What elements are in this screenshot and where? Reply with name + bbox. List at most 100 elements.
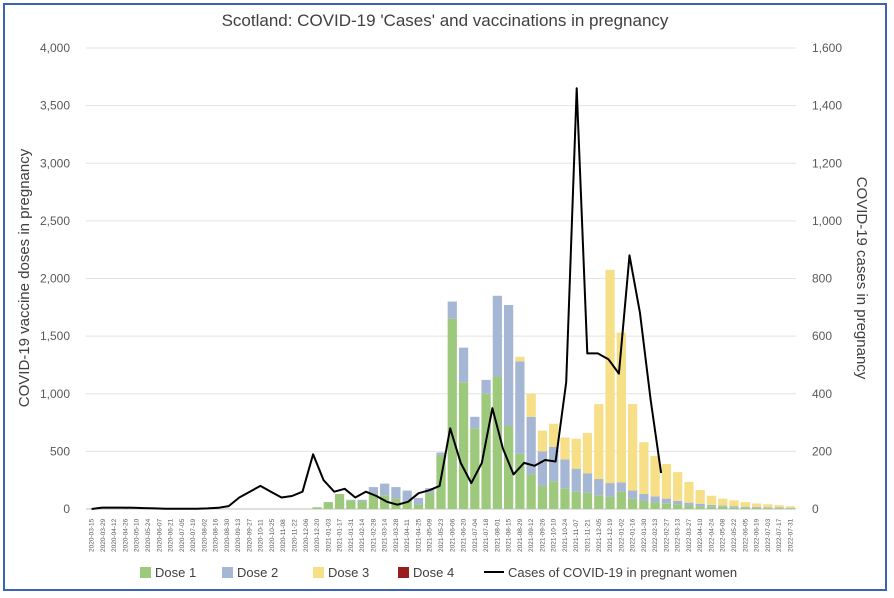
- bar-dose-2: [492, 295, 502, 377]
- x-tick-label: 2021-06-06: [449, 518, 456, 552]
- right-tick-label: 400: [812, 387, 832, 401]
- bar-dose-3: [740, 502, 750, 507]
- bar-dose-1: [447, 318, 457, 509]
- x-tick-label: 2021-12-19: [607, 518, 614, 552]
- bar-dose-2: [526, 416, 536, 475]
- x-tick-label: 2022-02-13: [652, 518, 659, 552]
- x-tick-label: 2020-09-13: [235, 518, 242, 552]
- bar-dose-1: [639, 500, 649, 509]
- x-tick-label: 2021-05-23: [438, 518, 445, 552]
- bar-dose-2: [346, 499, 356, 501]
- bar-dose-3: [774, 505, 784, 508]
- bar-dose-3: [594, 404, 604, 480]
- bar-dose-1: [560, 488, 570, 509]
- bar-dose-2: [661, 498, 672, 504]
- x-tick-label: 2021-04-25: [415, 518, 422, 552]
- bar-dose-3: [549, 423, 559, 447]
- bar-dose-1: [785, 508, 795, 509]
- x-tick-label: 2020-04-12: [111, 518, 118, 552]
- case-line: [91, 87, 663, 510]
- bar-dose-2: [447, 301, 457, 319]
- left-tick-label: 2,500: [40, 214, 70, 228]
- bar-dose-1: [458, 382, 469, 509]
- x-tick-label: 2020-03-29: [100, 518, 107, 552]
- x-tick-label: 2021-02-14: [359, 518, 366, 552]
- legend-swatch: [398, 567, 409, 578]
- bar-dose-3: [616, 332, 626, 483]
- x-tick-label: 2021-01-17: [337, 518, 344, 552]
- x-tick-label: 2021-10-24: [562, 518, 569, 552]
- x-tick-label: 2022-07-17: [776, 518, 783, 552]
- bar-dose-1: [740, 507, 750, 509]
- x-tick-label: 2020-08-30: [224, 518, 231, 552]
- x-tick-label: 2021-08-29: [517, 518, 524, 552]
- x-tick-label: 2022-05-22: [731, 518, 738, 552]
- bar-dose-3: [684, 481, 694, 503]
- bar-dose-3: [729, 500, 739, 507]
- left-tick-label: 1,500: [40, 329, 70, 343]
- bar-dose-1: [751, 507, 762, 509]
- x-tick-label: 2020-08-16: [213, 518, 220, 552]
- x-tick-label: 2021-06-20: [461, 518, 468, 552]
- bar-dose-2: [391, 487, 401, 499]
- bar-dose-1: [346, 500, 356, 509]
- x-tick-label: 2021-10-10: [551, 518, 558, 552]
- bar-dose-2: [560, 459, 570, 489]
- x-tick-label: 2020-11-08: [280, 519, 287, 552]
- legend-label: Dose 2: [237, 565, 278, 580]
- bar-dose-1: [515, 453, 525, 509]
- left-tick-label: 3,500: [40, 99, 70, 113]
- bar-dose-2: [729, 506, 739, 508]
- x-tick-label: 2022-01-02: [618, 518, 625, 552]
- bar-dose-1: [673, 504, 683, 509]
- x-tick-label: 2020-08-02: [201, 518, 208, 552]
- bar-dose-3: [526, 393, 536, 417]
- bar-dose-1: [413, 504, 424, 509]
- bar-dose-3: [785, 506, 795, 508]
- x-tick-label: 2021-03-28: [393, 518, 400, 552]
- left-tick-label: 0: [63, 502, 70, 516]
- x-tick-label: 2022-07-31: [787, 518, 794, 552]
- bar-dose-2: [605, 483, 615, 497]
- bar-dose-1: [718, 506, 728, 509]
- bar-dose-3: [605, 269, 615, 484]
- bar-dose-1: [312, 507, 322, 509]
- bar-dose-3: [718, 498, 728, 506]
- x-tick-label: 2021-07-18: [483, 518, 490, 552]
- x-tick-label: 2021-11-21: [585, 519, 592, 552]
- right-tick-label: 200: [812, 444, 832, 458]
- bar-dose-2: [594, 479, 604, 496]
- x-tick-label: 2022-01-30: [641, 518, 648, 552]
- x-tick-label: 2021-09-26: [539, 518, 546, 552]
- bar-dose-3: [582, 432, 593, 474]
- x-tick-label: 2020-10-11: [258, 519, 265, 552]
- legend-label: Dose 3: [328, 565, 369, 580]
- left-tick-label: 4,000: [40, 41, 70, 55]
- bar-dose-3: [639, 442, 649, 495]
- bar-dose-2: [684, 502, 694, 506]
- bar-dose-3: [650, 455, 660, 497]
- bar-dose-1: [492, 376, 502, 509]
- legend-swatch: [313, 567, 324, 578]
- bar-dose-1: [368, 494, 379, 509]
- chart-title: Scotland: COVID-19 'Cases' and vaccinati…: [222, 11, 669, 30]
- left-axis-ticks: 0 500 1,000 1,500 2,000 2,500 3,000 3,500 4,000: [40, 41, 70, 516]
- bar-dose-1: [650, 502, 660, 509]
- legend-swatch: [222, 567, 233, 578]
- right-tick-label: 0: [812, 502, 819, 516]
- x-tick-label: 2022-02-27: [663, 518, 670, 552]
- right-tick-label: 1,600: [812, 41, 842, 55]
- right-axis-ticks: 0 200 400 600 800 1,000 1,200 1,400 1,600: [812, 41, 842, 516]
- bar-dose-2: [413, 498, 424, 505]
- bar-dose-1: [323, 502, 333, 509]
- bar-dose-1: [627, 498, 638, 509]
- right-tick-label: 600: [812, 329, 832, 343]
- x-tick-label: 2022-06-19: [754, 518, 761, 552]
- x-tick-label: 2022-01-16: [630, 518, 637, 552]
- bar-dose-2: [751, 506, 762, 508]
- bar-dose-2: [380, 483, 390, 496]
- right-tick-label: 1,200: [812, 156, 842, 170]
- x-tick-label: 2020-04-26: [122, 518, 129, 552]
- right-tick-label: 1,400: [812, 99, 842, 113]
- bar-dose-1: [537, 485, 548, 509]
